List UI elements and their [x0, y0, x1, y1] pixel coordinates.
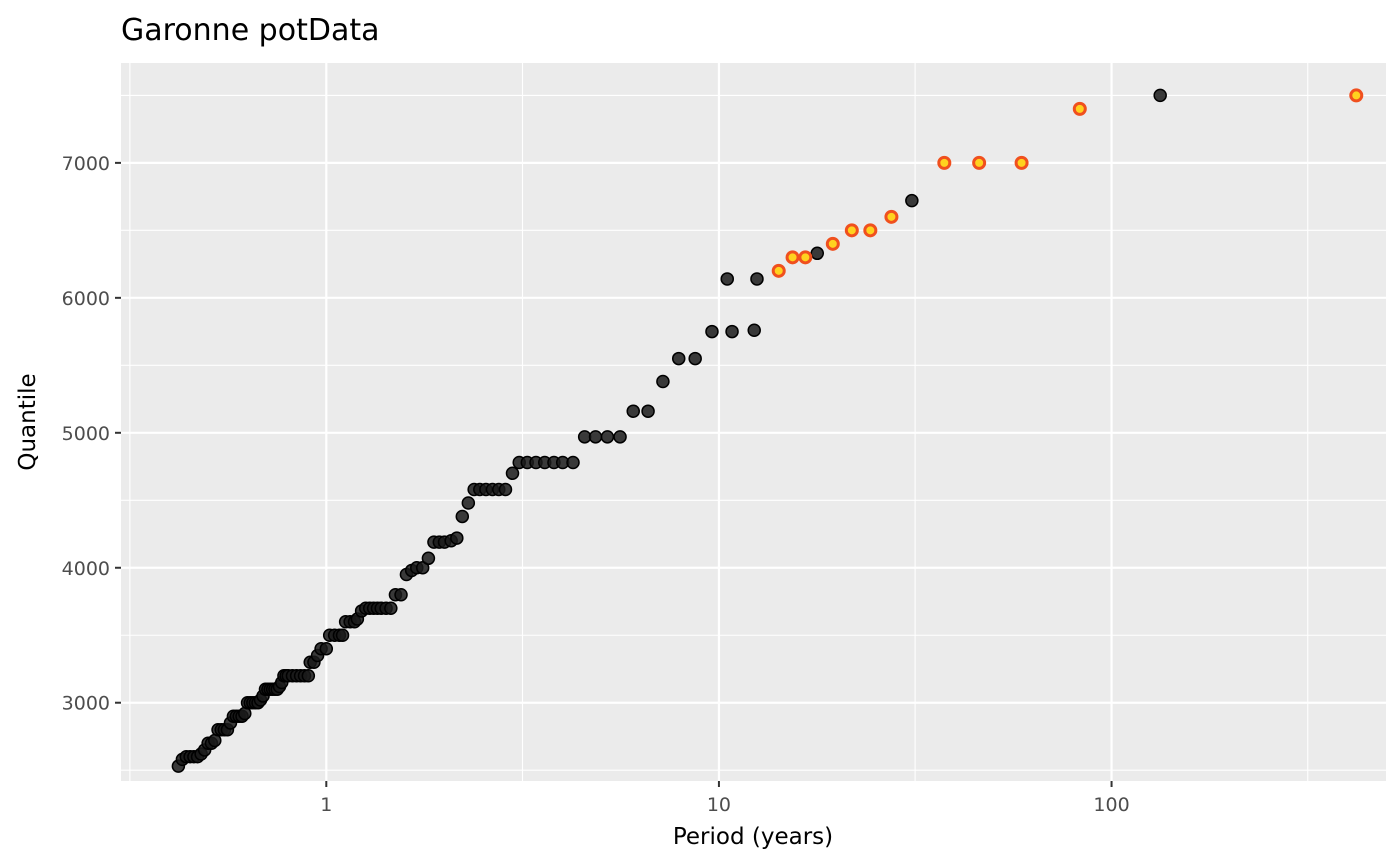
highlight-point — [937, 155, 952, 170]
y-tick-label: 4000 — [62, 558, 110, 580]
x-axis-title: Period (years) — [673, 824, 833, 850]
sample-point — [613, 430, 627, 444]
highlight-point — [1072, 101, 1087, 116]
y-tick-label: 3000 — [62, 693, 110, 715]
sample-point — [1153, 88, 1167, 103]
y-tick-label: 7000 — [62, 153, 110, 175]
sample-point — [688, 351, 702, 366]
sample-point — [384, 601, 398, 615]
chart-title: Garonne potData — [121, 13, 379, 48]
highlight-point — [972, 155, 987, 170]
plot-panel — [121, 63, 1386, 781]
data-points — [171, 88, 1364, 773]
sample-point — [319, 641, 334, 656]
sample-point — [747, 323, 761, 337]
sample-point — [750, 272, 764, 286]
sample-point — [421, 551, 436, 566]
sample-point — [671, 351, 686, 366]
sample-point — [810, 246, 825, 261]
highlight-point — [1349, 88, 1364, 103]
x-tick-label: 1 — [320, 794, 332, 816]
sample-point — [720, 272, 735, 286]
minor-gridlines — [121, 63, 1386, 781]
sample-point — [394, 588, 408, 602]
x-tick-label: 100 — [1093, 794, 1129, 816]
highlight-point — [863, 223, 878, 238]
sample-point — [566, 455, 580, 470]
highlight-point — [844, 223, 859, 238]
sample-point — [656, 374, 670, 389]
sample-point — [588, 430, 603, 444]
highlight-point — [798, 250, 813, 265]
sample-point — [505, 466, 520, 481]
y-axis-title: Quantile — [15, 373, 41, 470]
sample-point — [641, 404, 655, 418]
sample-point — [626, 404, 640, 418]
x-axis-ticks: 1 10 100 — [320, 781, 1130, 816]
y-axis-ticks: 3000 4000 5000 6000 7000 — [62, 153, 121, 715]
sample-point — [705, 324, 719, 339]
sample-point — [498, 482, 513, 497]
sample-point — [725, 324, 739, 339]
y-tick-label: 6000 — [62, 288, 110, 310]
highlight-point — [771, 263, 786, 278]
sample-point — [600, 430, 615, 444]
x-tick-label: 10 — [707, 794, 731, 816]
sample-point — [335, 628, 350, 642]
highlight-point — [785, 250, 800, 265]
highlight-point — [1014, 155, 1029, 170]
major-gridlines — [121, 63, 1386, 781]
sample-point — [450, 531, 464, 545]
sample-point — [461, 496, 476, 510]
sample-point — [455, 509, 470, 524]
highlight-point — [825, 236, 840, 251]
sample-point — [905, 193, 919, 208]
sample-point — [301, 668, 316, 683]
y-tick-label: 5000 — [62, 423, 110, 445]
highlight-point — [884, 209, 899, 224]
